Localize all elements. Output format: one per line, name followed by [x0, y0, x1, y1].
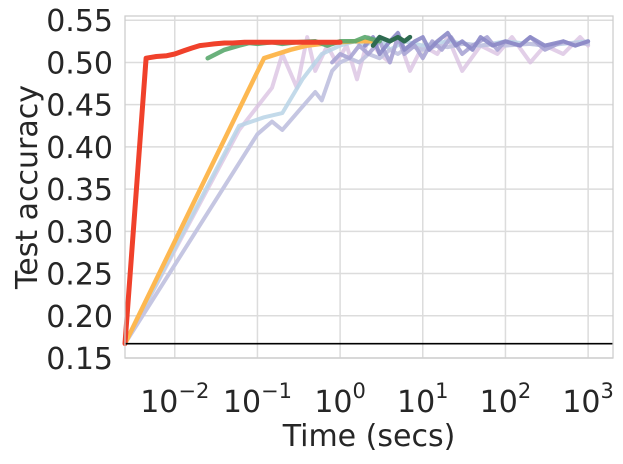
- x-tick-label: 100: [314, 379, 366, 420]
- x-tick-label: 103: [562, 379, 614, 420]
- x-tick-label: 10−1: [223, 379, 292, 420]
- y-tick-label: 0.40: [46, 131, 113, 166]
- y-tick-label: 0.15: [46, 342, 113, 377]
- series-layer: [122, 30, 591, 347]
- x-tick-label: 10−2: [140, 379, 209, 420]
- y-tick-label: 0.45: [46, 89, 113, 124]
- y-axis-label: Test accuracy: [10, 85, 45, 290]
- x-tick-label: 101: [397, 379, 449, 420]
- series-line-9: [122, 39, 343, 347]
- series-line-3: [123, 41, 591, 346]
- grid: [125, 16, 613, 359]
- series-line-5: [363, 30, 591, 56]
- series-line-2: [123, 35, 591, 346]
- series-line-6: [122, 39, 376, 346]
- y-tick-label: 0.30: [46, 215, 113, 250]
- x-tick-label: 102: [480, 379, 532, 420]
- x-tick-labels: 10−2 10−1 100 101 102 103: [140, 379, 614, 420]
- y-tick-label: 0.20: [46, 300, 113, 335]
- series-line-8: [370, 34, 413, 48]
- y-tick-label: 0.55: [46, 4, 113, 39]
- y-tick-label: 0.25: [46, 258, 113, 293]
- y-tick-labels: 0.15 0.20 0.25 0.30 0.35 0.40 0.45 0.50 0.55: [46, 4, 113, 377]
- y-tick-label: 0.35: [46, 173, 113, 208]
- y-tick-label: 0.50: [46, 46, 113, 81]
- plot-frame: [124, 15, 614, 359]
- x-axis-label: Time (secs): [282, 419, 456, 454]
- series-line-1: [123, 35, 591, 346]
